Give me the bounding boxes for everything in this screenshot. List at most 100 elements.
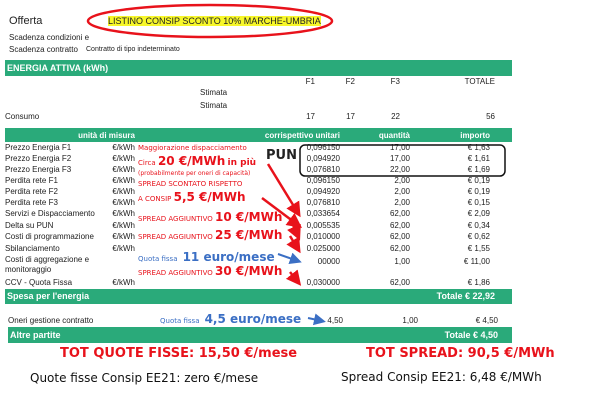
col-f2: F2 bbox=[345, 77, 355, 86]
spread-10-value: 10 €/MWh bbox=[215, 210, 283, 224]
row-corrispettivo: 0,033654 bbox=[306, 209, 340, 218]
spread-label: SPREAD AGGIUNTIVO bbox=[138, 215, 213, 223]
row-corrispettivo: 0.025000 bbox=[306, 244, 340, 253]
table-row: Oneri gestione contratto 4,50 1,00 € 4,5… bbox=[8, 316, 508, 327]
row-corrispettivo: 0,030000 bbox=[306, 278, 340, 287]
energia-attiva-header: ENERGIA ATTIVA (kWh) bbox=[5, 60, 512, 76]
col-totale: TOTALE bbox=[464, 77, 495, 86]
row-label: Perdita rete F2 bbox=[5, 187, 58, 196]
arrow-quota-11 bbox=[277, 252, 302, 265]
energia-title: ENERGIA ATTIVA (kWh) bbox=[7, 63, 109, 73]
table-row: Sbilanciamento €/kWh 0.025000 62,00 € 1,55 bbox=[5, 244, 505, 255]
consip-spread: Spread Consip EE21: 6,48 €/MWh bbox=[341, 370, 542, 384]
table-row: Perdita rete F3 €/kWh 0,076810 2,00 € 0,15 bbox=[5, 198, 505, 209]
quota-11-value: 11 euro/mese bbox=[182, 250, 275, 264]
header-corrispettivo: corrispettivo unitari bbox=[264, 131, 340, 140]
altre-label: Altre partite bbox=[10, 330, 61, 340]
row-unita: €/kWh bbox=[112, 176, 135, 185]
consip-value: 5,5 €/MWh bbox=[173, 190, 246, 204]
row-corrispettivo: 0,010000 bbox=[306, 232, 340, 241]
table-row: Costi di programmazione €/kWh 0,010000 62,0… bbox=[5, 232, 505, 243]
table-row: Servizi e Dispacciamento €/kWh 0,033654 62,… bbox=[5, 209, 505, 220]
offerta-value: LISTINO CONSIP SCONTO 10% MARCHE-UMBRIA bbox=[108, 16, 321, 26]
spread-label: SPREAD AGGIUNTIVO bbox=[138, 269, 213, 277]
table-header: unità di misura corrispettivo unitari qu… bbox=[5, 128, 512, 142]
table-row: Costi di aggregazione e monitoraggio 0000… bbox=[5, 255, 505, 274]
consumo-totale: 56 bbox=[486, 112, 495, 121]
row-importo: € 2,09 bbox=[467, 209, 490, 218]
pun-box bbox=[299, 144, 506, 177]
circa-value: 20 €/MWh bbox=[157, 154, 226, 168]
row-unita: €/kWh bbox=[112, 221, 135, 230]
row-importo: € 1,69 bbox=[467, 165, 490, 174]
header-unita: unità di misura bbox=[78, 131, 135, 140]
spesa-total: Totale € 22,92 bbox=[436, 291, 495, 301]
altre-partite-bar: Altre partite Totale € 4,50 bbox=[8, 327, 512, 343]
row-corrispettivo: 0,005535 bbox=[306, 221, 340, 230]
table-row: Prezzo Energia F2 €/kWh 0,094920 17,00 € 1,6… bbox=[5, 154, 505, 165]
row-corrispettivo: 0,076810 bbox=[306, 165, 340, 174]
row-unita: €/kWh bbox=[112, 244, 135, 253]
annot-quota-11: Quota fissa 11 euro/mese bbox=[138, 246, 275, 265]
row-importo: € 0,19 bbox=[467, 176, 490, 185]
annot-quota-45: Quota fissa 4,5 euro/mese bbox=[160, 308, 301, 327]
row-label: Oneri gestione contratto bbox=[8, 316, 94, 325]
annot-scontato: SPREAD SCONTATO RISPETTO bbox=[138, 180, 243, 188]
row-importo: € 1,63 bbox=[467, 143, 490, 152]
consumo-f3: 22 bbox=[391, 112, 400, 121]
circa-post: in più bbox=[227, 158, 257, 168]
row-label: Costi di aggregazione e monitoraggio bbox=[5, 255, 90, 274]
row-quantita: 62,00 bbox=[389, 209, 410, 218]
quota-label: Quota fissa bbox=[160, 317, 200, 325]
row-unita: €/kWh bbox=[112, 143, 135, 152]
stimata-1: Stimata bbox=[200, 88, 228, 97]
consip-quote-fisse: Quote fisse Consip EE21: zero €/mese bbox=[30, 371, 259, 385]
row-quantita: 22,00 bbox=[389, 165, 410, 174]
annot-spread-25: SPREAD AGGIUNTIVO 25 €/MWh bbox=[138, 228, 282, 242]
arrow-sbilanciamento bbox=[286, 235, 301, 254]
row-importo: € 0,62 bbox=[467, 232, 490, 241]
arrow-dispacciamento bbox=[266, 163, 301, 218]
row-quantita: 62,00 bbox=[389, 244, 410, 253]
row-quantita: 2,00 bbox=[394, 198, 410, 207]
pun-label: PUN bbox=[266, 148, 297, 163]
quota-label: Quota fissa bbox=[138, 255, 178, 263]
annot-circa: Circa 20 €/MWh in più bbox=[138, 154, 256, 168]
row-corrispettivo: 0,096150 bbox=[306, 143, 340, 152]
annot-spread-30: SPREAD AGGIUNTIVO 30 €/MWh bbox=[138, 264, 282, 278]
annot-consip: A CONSIP 5,5 €/MWh bbox=[138, 190, 246, 204]
row-importo: € 0,19 bbox=[467, 187, 490, 196]
col-f1: F1 bbox=[305, 77, 315, 86]
table-row: CCV - Quota Fissa €/kWh 0,030000 62,00 € 1,8… bbox=[5, 278, 505, 289]
consumo-f1: 17 bbox=[306, 112, 315, 121]
row-unita: €/kWh bbox=[112, 154, 135, 163]
row-label: Servizi e Dispacciamento bbox=[5, 209, 95, 218]
stimata-2: Stimata bbox=[200, 101, 228, 110]
consumo-label: Consumo bbox=[5, 112, 40, 121]
row-label: Perdita rete F1 bbox=[5, 176, 58, 185]
row-quantita: 2,00 bbox=[394, 176, 410, 185]
quota-box bbox=[155, 305, 315, 327]
circa-pre: Circa bbox=[138, 159, 156, 167]
spesa-energia-bar: Spesa per l'energia Totale € 22,92 bbox=[5, 289, 512, 304]
arrow-quota-45 bbox=[307, 313, 326, 326]
header-quantita: quantità bbox=[378, 131, 410, 140]
spesa-label: Spesa per l'energia bbox=[7, 291, 90, 301]
row-unita: €/kWh bbox=[112, 187, 135, 196]
consip-label: A CONSIP bbox=[138, 195, 172, 203]
offerta-label: Offerta bbox=[9, 15, 43, 27]
row-corrispettivo: 0,094920 bbox=[306, 187, 340, 196]
table-row: Perdita rete F1 €/kWh 0,096150 2,00 € 0,19 bbox=[5, 176, 505, 187]
red-arrows bbox=[261, 163, 302, 286]
row-quantita: 2,00 bbox=[394, 187, 410, 196]
row-importo: € 4,50 bbox=[475, 316, 498, 325]
row-importo: € 1,61 bbox=[467, 154, 490, 163]
table-row: Prezzo Energia F3 €/kWh 0,076810 22,00 € 1,6… bbox=[5, 165, 505, 176]
row-label: Costi di programmazione bbox=[5, 232, 94, 241]
row-corrispettivo: 00000 bbox=[317, 257, 340, 266]
row-unita: €/kWh bbox=[112, 278, 135, 287]
tot-quote-fisse: TOT QUOTE FISSE: 15,50 €/mese bbox=[60, 346, 298, 361]
row-quantita: 17,00 bbox=[389, 154, 410, 163]
table-row: Prezzo Energia F1 €/kWh 0,096150 17,00 € 1,6… bbox=[5, 143, 505, 154]
